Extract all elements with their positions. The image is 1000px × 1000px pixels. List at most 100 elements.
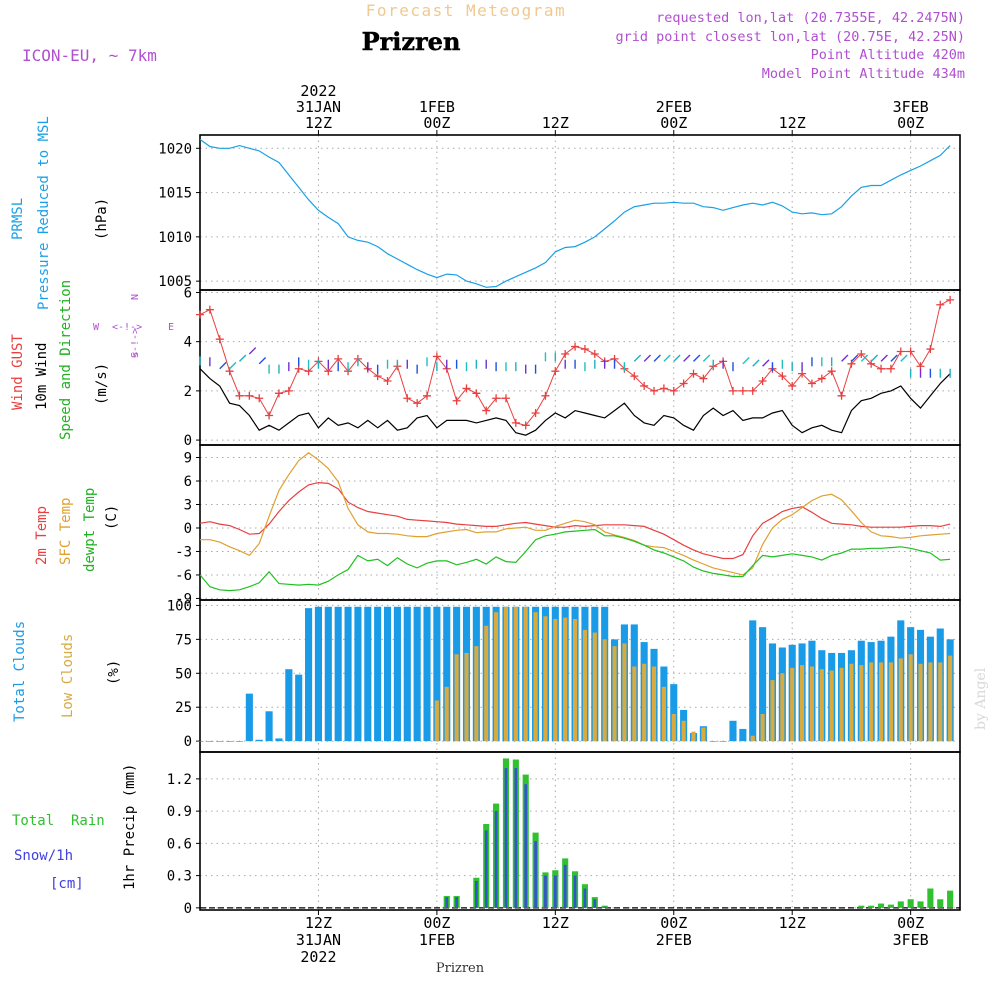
gust-marker [778, 372, 787, 381]
gust-marker [896, 347, 905, 356]
pressure-line [199, 138, 951, 288]
top-tick-label: 3FEB [893, 98, 929, 116]
wind-arrow [683, 354, 691, 362]
low-cloud-bar [691, 731, 696, 742]
wind-ytick-label: 6 [184, 285, 192, 301]
temp-ytick-label: 3 [184, 497, 192, 513]
gust-marker [699, 374, 708, 383]
bottom-tick-label: 12Z [779, 914, 806, 932]
wind-arrow [880, 354, 888, 362]
total-cloud-bar [393, 606, 401, 742]
top-tick-label: 2022 [300, 82, 336, 100]
gust-marker [511, 418, 520, 427]
temp-label-1: SFC Temp [58, 498, 74, 565]
low-cloud-bar [582, 629, 588, 742]
total-cloud-bar [196, 741, 204, 742]
total-cloud-bar [324, 606, 332, 742]
gust-marker [403, 394, 412, 403]
low-cloud-bar [938, 662, 943, 742]
clouds-ytick-label: 0 [184, 734, 192, 750]
snow-bar [534, 841, 537, 908]
low-cloud-bar [494, 612, 499, 742]
snow-bar [504, 768, 508, 908]
snow-bar [455, 897, 459, 908]
top-tick-label: 31JAN [296, 98, 341, 116]
top-tick-label: 12Z [542, 114, 569, 132]
gust-marker [255, 394, 264, 403]
low-cloud-bar [503, 606, 509, 742]
pressure-ytick-label: 1015 [158, 186, 192, 202]
sfc-temp-line [200, 452, 951, 576]
wind-arrow [643, 354, 652, 362]
low-cloud-bar [434, 700, 439, 742]
temp-ytick-label: -9 [175, 591, 192, 607]
precip-label-snow: Snow/1h [14, 848, 73, 864]
low-cloud-bar [948, 655, 953, 742]
snow-bar [593, 899, 597, 908]
rain-bar [907, 899, 914, 908]
wind-arrow [663, 354, 671, 362]
total-cloud-bar [235, 741, 244, 742]
gust-marker [817, 374, 826, 383]
low-cloud-bar [592, 632, 597, 742]
low-cloud-bar [513, 606, 518, 742]
total-cloud-bar [423, 606, 431, 742]
precip-ytick-label: 0.9 [167, 804, 192, 820]
gust-marker [521, 421, 530, 430]
precip-label-rain: Total Rain [12, 813, 105, 829]
wind-ytick-label: 4 [184, 335, 192, 351]
rain-bar [937, 899, 944, 908]
wind-labels: Wind GUST 10m Wind Speed and Direction (… [10, 280, 174, 440]
wind-arrow [702, 354, 711, 362]
bottom-tick-label: 2022 [300, 948, 336, 966]
gust-marker [630, 372, 639, 381]
snow-bar [553, 875, 557, 908]
cloud-label-0: Total Clouds [12, 621, 28, 722]
pressure-ytick-label: 1020 [158, 141, 192, 157]
total-cloud-bar [206, 741, 214, 742]
snow-bar [603, 906, 607, 908]
clouds-ytick-label: 50 [175, 666, 192, 682]
gust-marker [482, 406, 491, 415]
low-cloud-bar [602, 639, 607, 742]
low-cloud-bar [533, 612, 538, 742]
wind-arrow [238, 354, 247, 362]
wind-unit: (m/s) [94, 363, 110, 405]
pressure-grid [200, 135, 960, 290]
gust-marker [748, 386, 757, 395]
low-cloud-bar [444, 686, 449, 742]
low-cloud-bar [661, 686, 666, 742]
wind-arrow [742, 356, 750, 365]
low-cloud-bar [800, 665, 805, 742]
snow-bar [514, 768, 518, 908]
precip-ytick-label: 0.3 [167, 869, 192, 885]
wind-arrow [258, 356, 267, 365]
low-cloud-bar [642, 663, 647, 742]
temp-ytick-label: -3 [175, 544, 192, 560]
gust-marker [679, 379, 688, 388]
temp-unit: (C) [104, 505, 120, 530]
low-cloud-bar [612, 646, 617, 742]
clouds-ytick-label: 75 [175, 632, 192, 648]
gust-marker [245, 391, 254, 400]
gust-marker [807, 379, 816, 388]
gust-marker [265, 411, 274, 420]
wind-arrow [219, 361, 227, 370]
pressure-label-1: Pressure Reduced to MSL [36, 116, 52, 310]
low-cloud-bar [484, 625, 489, 742]
low-cloud-bar [543, 616, 548, 742]
low-cloud-bar [523, 606, 528, 742]
cloud-labels: Total Clouds Low Clouds (%) [12, 621, 122, 722]
rain-bar [947, 890, 954, 908]
gust-marker [462, 384, 471, 393]
gust-marker [906, 347, 915, 356]
low-cloud-bar [928, 662, 933, 742]
snow-bar [544, 875, 547, 908]
clouds-panel: 0 25 50 75 100 [167, 598, 961, 753]
bottom-tick-label: 00Z [423, 914, 450, 932]
total-cloud-bar [354, 606, 362, 742]
low-cloud-bar [839, 667, 844, 742]
top-tick-label: 1FEB [419, 98, 455, 116]
